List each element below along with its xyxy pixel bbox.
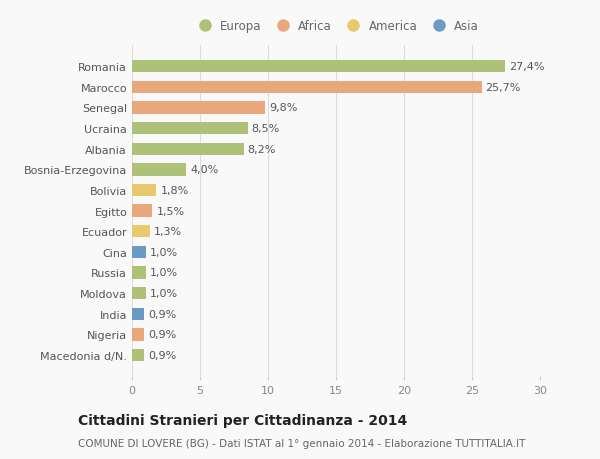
- Text: 0,9%: 0,9%: [148, 330, 176, 340]
- Text: 1,5%: 1,5%: [157, 206, 185, 216]
- Text: Cittadini Stranieri per Cittadinanza - 2014: Cittadini Stranieri per Cittadinanza - 2…: [78, 413, 407, 427]
- Bar: [132, 164, 187, 176]
- Bar: [132, 267, 146, 279]
- Text: 8,2%: 8,2%: [248, 145, 276, 154]
- Text: 25,7%: 25,7%: [485, 83, 521, 93]
- Legend: Europa, Africa, America, Asia: Europa, Africa, America, Asia: [188, 16, 484, 38]
- Text: 0,9%: 0,9%: [148, 350, 176, 360]
- Bar: [132, 185, 157, 197]
- Text: 1,0%: 1,0%: [149, 268, 178, 278]
- Bar: [132, 329, 144, 341]
- Text: 8,5%: 8,5%: [251, 124, 280, 134]
- Bar: [132, 82, 482, 94]
- Text: 1,3%: 1,3%: [154, 227, 182, 237]
- Text: 1,8%: 1,8%: [161, 185, 189, 196]
- Text: 9,8%: 9,8%: [269, 103, 298, 113]
- Bar: [132, 143, 244, 156]
- Bar: [132, 349, 144, 361]
- Bar: [132, 61, 505, 73]
- Bar: [132, 225, 149, 238]
- Bar: [132, 308, 144, 320]
- Bar: [132, 205, 152, 217]
- Bar: [132, 246, 146, 258]
- Text: 0,9%: 0,9%: [148, 309, 176, 319]
- Bar: [132, 123, 248, 135]
- Text: COMUNE DI LOVERE (BG) - Dati ISTAT al 1° gennaio 2014 - Elaborazione TUTTITALIA.: COMUNE DI LOVERE (BG) - Dati ISTAT al 1°…: [78, 438, 526, 448]
- Text: 1,0%: 1,0%: [149, 288, 178, 298]
- Bar: [132, 102, 265, 114]
- Text: 4,0%: 4,0%: [190, 165, 219, 175]
- Bar: [132, 287, 146, 300]
- Text: 27,4%: 27,4%: [509, 62, 544, 72]
- Text: 1,0%: 1,0%: [149, 247, 178, 257]
